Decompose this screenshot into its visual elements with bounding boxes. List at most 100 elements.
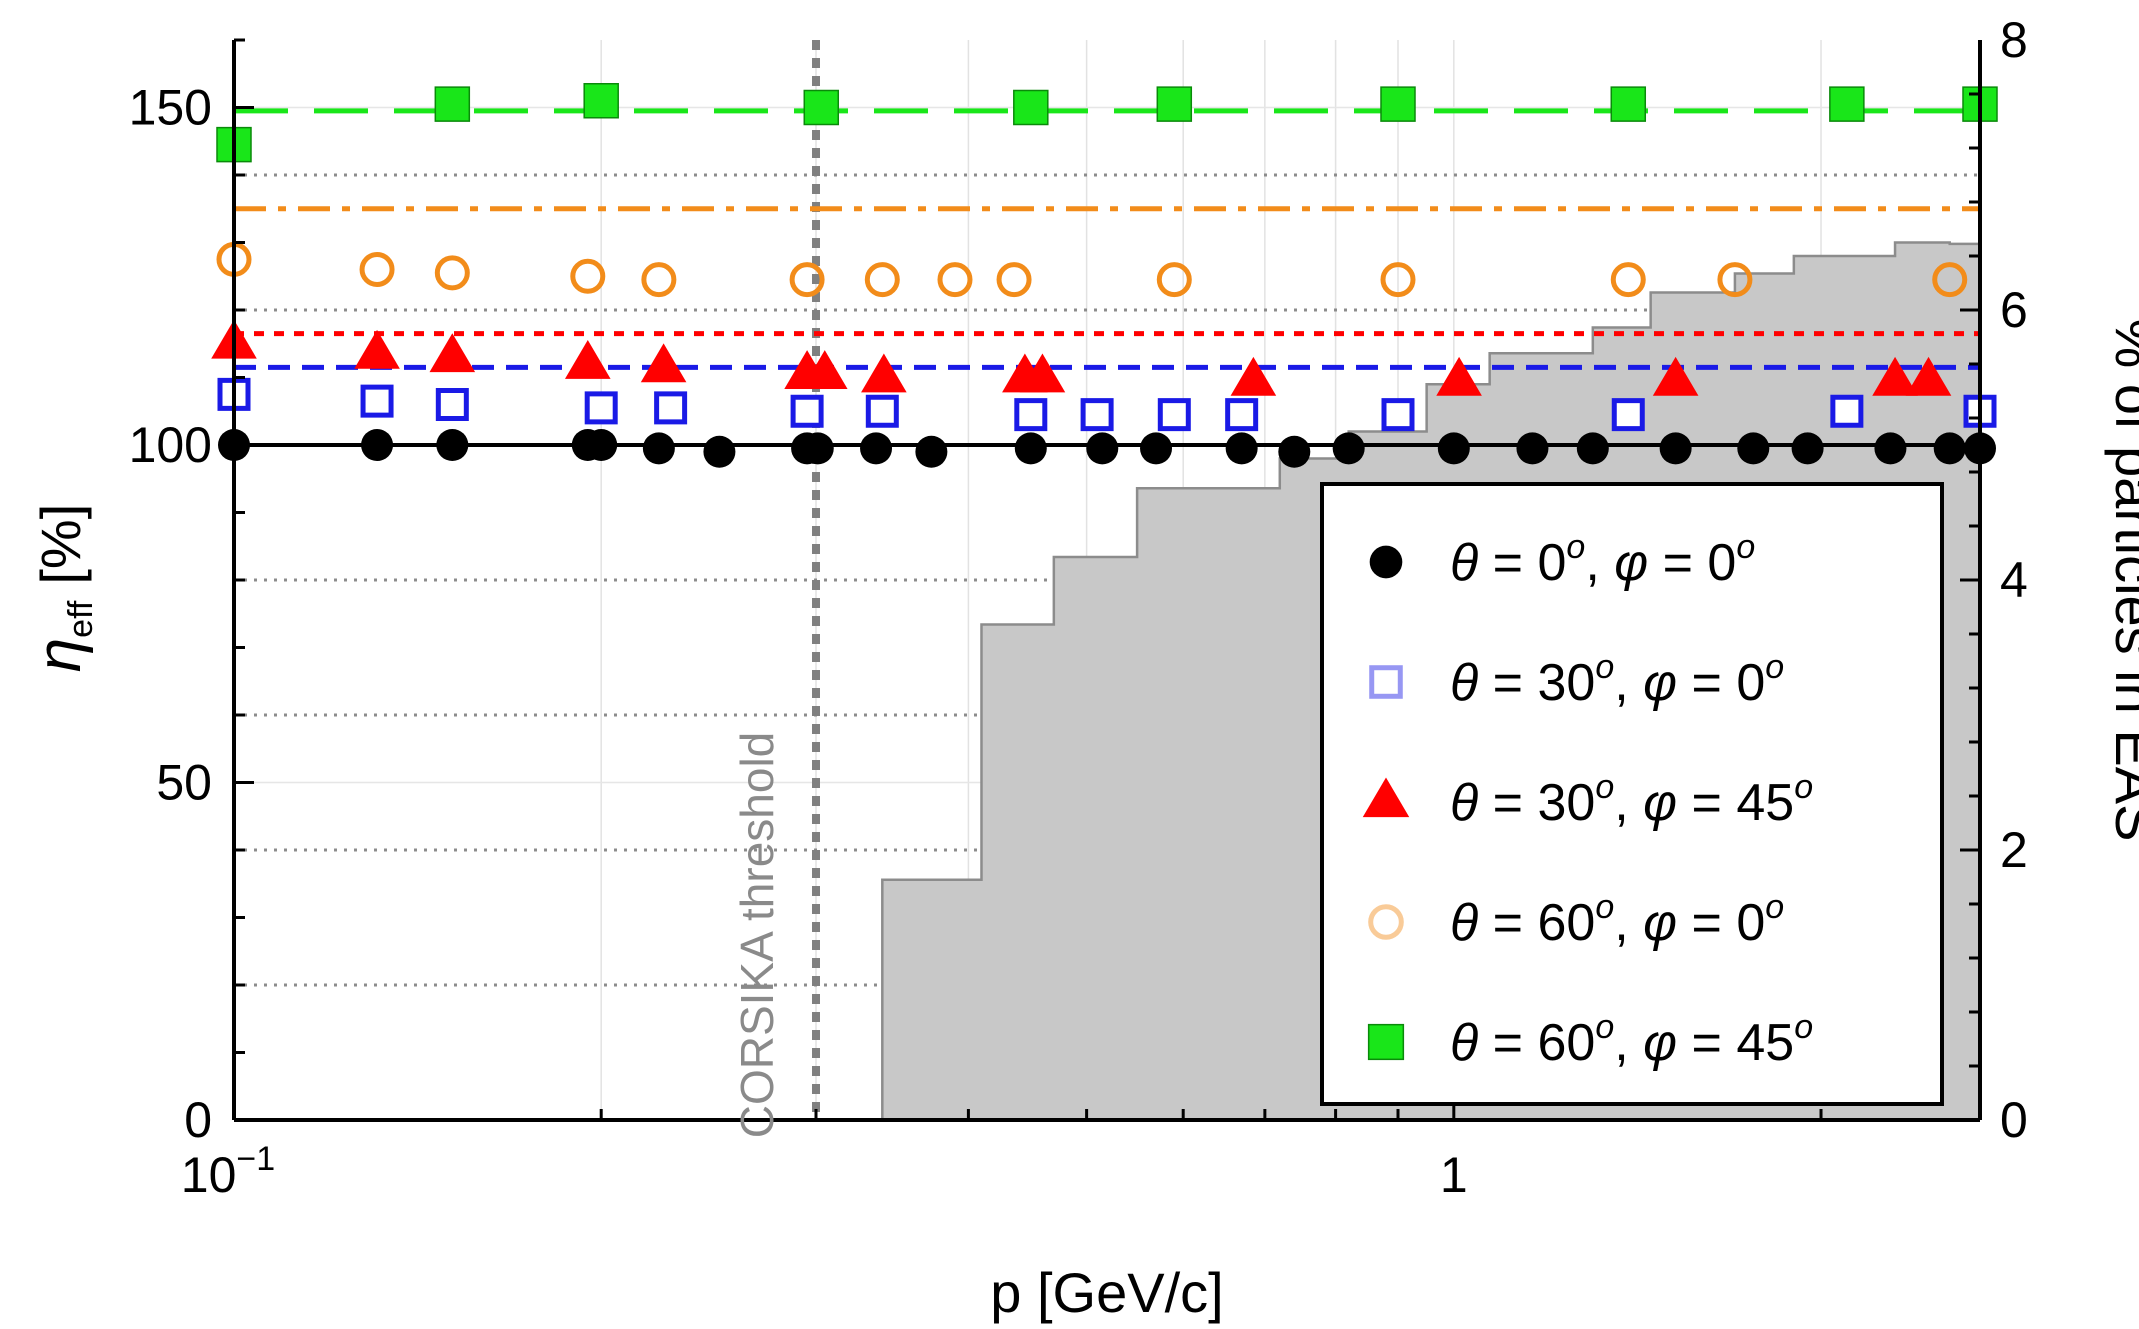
y-axis-right-title: % of particles in EAS: [2104, 319, 2139, 842]
data-markers: [211, 83, 1998, 468]
data-point: [1830, 394, 1864, 428]
legend-label-part: o: [1765, 888, 1784, 926]
data-point: [1230, 356, 1277, 396]
data-point: [354, 329, 400, 369]
data-point: [1014, 432, 1047, 465]
legend-label: θ = 30o, φ = 0o: [1450, 648, 1784, 712]
data-point: [1791, 432, 1824, 465]
data-point: [1367, 1023, 1405, 1061]
data-point: [640, 343, 687, 383]
threshold-label: CORSIKA threshold: [731, 732, 783, 1139]
legend-label-part: = 30: [1478, 774, 1595, 832]
data-point: [1225, 432, 1258, 465]
legend-label-part: o: [1595, 768, 1614, 806]
legend-item: θ = 0o, φ = 0o: [1369, 528, 1755, 592]
data-point: [1932, 262, 1968, 298]
legend-label-part: φ: [1614, 534, 1648, 592]
y-right-tick-label: 8: [2000, 12, 2028, 68]
data-point: [1381, 398, 1415, 432]
y-right-tick-label: 0: [2000, 1092, 2028, 1148]
legend-label-part: o: [1595, 1008, 1614, 1046]
y-axis-left-title: ηeff [%]: [25, 504, 100, 673]
legend-label-part: ,: [1614, 654, 1643, 712]
data-point: [570, 258, 606, 294]
data-point: [1576, 432, 1609, 465]
data-point: [436, 429, 469, 461]
x-tick-label-exponent: −1: [236, 1140, 275, 1178]
legend-label-part: = 45: [1677, 774, 1794, 832]
data-point: [915, 435, 948, 468]
data-point: [1086, 432, 1119, 465]
legend-label-part: o: [1566, 528, 1585, 566]
legend-label-part: ,: [1614, 894, 1643, 952]
data-point: [1437, 432, 1470, 465]
data-point: [1380, 262, 1416, 298]
legend-label: θ = 60o, φ = 0o: [1450, 888, 1784, 952]
legend-label: θ = 0o, φ = 0o: [1450, 528, 1755, 592]
data-point: [1080, 398, 1114, 432]
y-axis-left-unit: [%]: [29, 504, 92, 585]
data-point: [801, 350, 848, 390]
legend: θ = 0o, φ = 0oθ = 30o, φ = 0oθ = 30o, φ …: [1320, 482, 1944, 1106]
data-point: [1610, 262, 1646, 298]
data-point: [434, 255, 470, 291]
data-point: [1717, 262, 1753, 298]
data-point: [429, 333, 476, 373]
legend-label: θ = 30o, φ = 45o: [1450, 768, 1813, 832]
y-right-tick-label: 6: [2000, 282, 2028, 338]
legend-label-part: o: [1765, 648, 1784, 686]
legend-label-part: = 30: [1478, 654, 1595, 712]
data-point: [1611, 398, 1645, 432]
data-point: [1874, 432, 1907, 465]
legend-label-part: ,: [1614, 1014, 1643, 1072]
legend-box: [1320, 482, 1944, 1106]
legend-label: θ = 60o, φ = 45o: [1450, 1008, 1813, 1072]
legend-item: θ = 30o, φ = 45o: [1362, 768, 1813, 832]
legend-label-part: = 0: [1677, 654, 1765, 712]
data-point: [1225, 398, 1259, 432]
legend-item: θ = 60o, φ = 0o: [1368, 888, 1784, 952]
data-point: [789, 262, 825, 298]
legend-label-part: = 45: [1677, 1014, 1794, 1072]
data-point: [1933, 432, 1966, 465]
legend-label-part: o: [1595, 648, 1614, 686]
data-point: [1610, 86, 1647, 122]
y-right-tick-label: 2: [2000, 822, 2028, 878]
data-point: [801, 432, 834, 465]
data-point: [654, 391, 688, 425]
legend-label-part: θ: [1450, 534, 1478, 592]
data-point: [865, 394, 899, 428]
data-point: [1652, 356, 1699, 396]
data-point: [1014, 398, 1048, 432]
data-point: [1659, 432, 1692, 465]
y-right-tick-label: 4: [2000, 552, 2028, 608]
data-point: [1369, 665, 1403, 699]
legend-label-part: = 60: [1478, 1014, 1595, 1072]
y-left-tick-label: 50: [156, 755, 212, 811]
legend-label-part: = 60: [1478, 894, 1595, 952]
axes: [232, 38, 1982, 1122]
data-point: [1332, 432, 1365, 465]
series-group: [218, 429, 1996, 468]
data-point: [1829, 86, 1865, 122]
legend-label-part: θ: [1450, 654, 1478, 712]
legend-label-part: ,: [1585, 534, 1614, 592]
data-point: [1737, 432, 1770, 465]
data-point: [1905, 356, 1952, 396]
legend-label-part: θ: [1450, 894, 1478, 952]
data-point: [1157, 398, 1191, 432]
series-group: [216, 241, 1968, 298]
data-point: [434, 86, 471, 122]
data-point: [642, 432, 675, 465]
data-point: [1436, 356, 1482, 396]
data-point: [361, 429, 394, 461]
x-tick-label: 1: [1440, 1147, 1468, 1203]
legend-label-part: = 0: [1478, 534, 1566, 592]
data-point: [803, 89, 840, 126]
legend-label-part: θ: [1450, 774, 1478, 832]
data-point: [1368, 904, 1404, 940]
x-tick-label: 10−1: [181, 1140, 275, 1203]
legend-label-part: = 0: [1677, 894, 1765, 952]
svg-text:ηeff[%]: ηeff [%]: [25, 504, 100, 673]
x-tick-label-base: 10: [181, 1147, 237, 1203]
